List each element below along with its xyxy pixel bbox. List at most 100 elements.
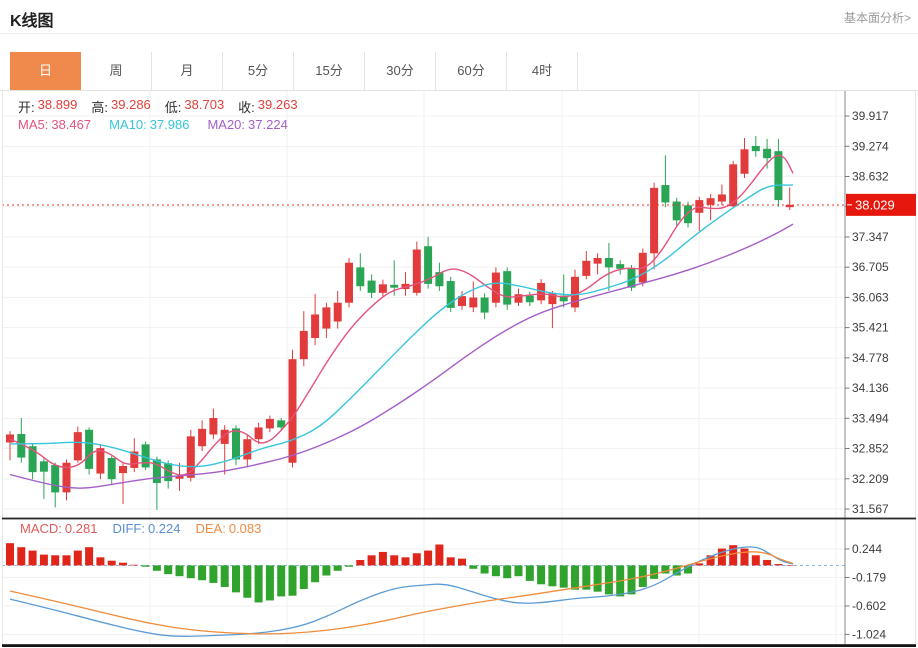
macd-histogram-bar [763,560,772,566]
candle-body-up [469,297,478,308]
fundamental-analysis-link[interactable]: 基本面分析> [843,11,911,25]
candle-body-up [130,451,139,468]
candle-body-down [616,264,625,269]
macd-histogram-bar [706,555,715,566]
macd-histogram-bar [559,565,568,588]
candle-body-down [627,267,636,288]
macd-histogram-bar [198,565,207,581]
price-axis-label: 32.852 [852,442,889,456]
candle-body-up [571,276,579,308]
candle-body-up [401,283,410,290]
candle-body-up [6,434,14,443]
ma5-line [9,154,794,476]
candle-body-up [785,204,794,208]
price-axis-label: 35.421 [852,321,889,335]
macd-histogram-bar [232,565,240,593]
macd-histogram-bar [333,565,342,571]
macd-histogram-bar [548,565,557,587]
candle-body-up [514,294,523,303]
candle-body-up [593,257,602,264]
candle-body-up [119,466,127,474]
chart-area: 39.91739.27438.63237.99037.34736.70536.0… [0,90,918,648]
macd-histogram-bar [378,551,387,566]
macd-histogram-bar [96,557,105,566]
macd-histogram-bar [322,565,331,576]
macd-histogram-bar [458,558,466,566]
macd-histogram-bar [299,565,308,589]
macd-histogram-bar [73,550,82,566]
diff-line [9,546,794,637]
macd-histogram-bar [107,560,116,566]
macd-histogram-bar [480,565,489,574]
macd-histogram-bar [130,564,139,566]
tab-60分[interactable]: 60分 [436,52,507,90]
candle-body-up [333,302,342,322]
candle-body-up [582,260,591,276]
macd-histogram-bar [265,565,274,601]
tab-30分[interactable]: 30分 [365,52,436,90]
candle-body-up [412,249,421,293]
tab-4时[interactable]: 4时 [507,52,578,90]
macd-histogram-bar [469,565,478,569]
macd-histogram-bar [729,545,738,566]
candle-body-up [265,418,274,429]
ma10-line [9,184,793,468]
macd-histogram-bar [401,557,410,566]
candle-body-down [480,297,489,313]
macd-axis-label: 0.244 [852,542,882,556]
macd-histogram-bar [582,565,591,590]
macd-histogram-bar [740,548,749,566]
current-price-badge [846,193,916,216]
macd-histogram-bar [672,565,681,576]
pane-divider [2,517,916,520]
macd-histogram-bar [593,565,602,592]
macd-histogram-bar [661,565,670,574]
candle-body-up [62,462,71,493]
macd-histogram-bar [367,555,376,566]
tab-15分[interactable]: 15分 [294,52,365,90]
macd-histogram-bar [62,555,71,566]
candle-body-up [288,359,297,463]
price-axis-label: 33.494 [852,411,889,425]
candle-body-down [661,185,670,203]
macd-histogram-bar [175,565,184,577]
macd-histogram-bar [220,565,229,587]
candle-body-up [299,330,308,360]
price-axis-label: 36.063 [852,290,889,304]
candle-body-up [96,448,105,474]
candle-body-up [243,439,252,460]
candle-body-up [378,284,387,293]
macd-histogram-bar [277,565,286,597]
tab-5分[interactable]: 5分 [223,52,294,90]
candle-body-up [729,164,738,207]
price-axis-label: 31.567 [852,502,889,516]
macd-histogram-bar [119,562,127,566]
macd-histogram-bar [785,565,794,566]
macd-histogram-bar [209,565,218,583]
tab-月[interactable]: 月 [152,52,223,90]
kline-chart[interactable]: 39.91739.27438.63237.99037.34736.70536.0… [0,91,918,648]
macd-histogram-bar [152,565,161,571]
bottom-border [2,644,916,647]
candle-body-down [763,148,772,159]
candle-body-down [559,295,568,302]
candle-body-up [73,432,82,461]
tab-日[interactable]: 日 [10,52,81,90]
macd-histogram-bar [604,565,613,595]
candle-body-up [175,475,184,479]
candle-body-up [695,200,704,213]
tab-周[interactable]: 周 [81,52,152,90]
macd-histogram-bar [435,544,444,566]
macd-histogram-bar [751,555,760,566]
candle-body-down [446,281,455,308]
candle-body-up [740,149,749,174]
candle-body-down [28,446,37,473]
macd-histogram-bar [412,553,421,566]
candle-body-up [650,187,659,254]
macd-histogram-bar [51,555,60,566]
candle-body-down [107,458,116,480]
macd-histogram-bar [6,543,14,566]
macd-histogram-bar [390,555,399,566]
macd-histogram-bar [243,565,252,598]
